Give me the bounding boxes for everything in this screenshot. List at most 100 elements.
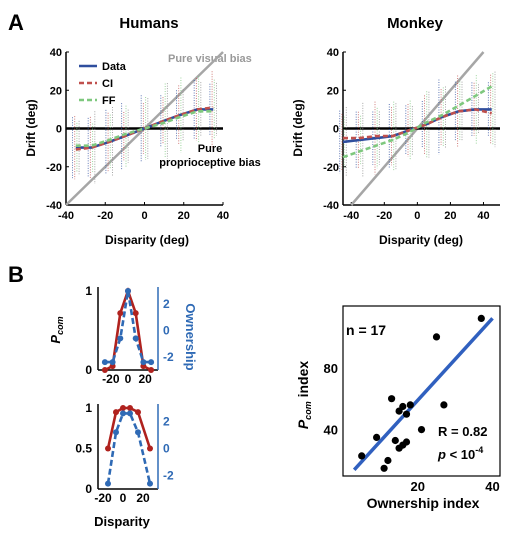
scatter-point (391, 436, 399, 445)
pcomtop-x-tick-label: 20 (138, 372, 152, 386)
monkey-series-ci (343, 108, 492, 140)
pcomtop-point (132, 335, 139, 342)
legend-data: Data (102, 61, 127, 73)
panel-label-b: B (8, 262, 24, 287)
pcom-top-chart: Pcom Ownership 01-202-20 0 20 (48, 284, 198, 386)
humans-xtick-label: -40 (58, 210, 74, 222)
scatter-point (358, 452, 366, 460)
monkey-ytick-label: 40 (327, 47, 339, 59)
ownership-ylabel: Ownership (183, 303, 198, 370)
regression-line (352, 317, 494, 471)
pcomtop-point (148, 359, 155, 366)
humans-ytick-label: 0 (56, 124, 62, 136)
pcomtop-right-tick-label: 0 (163, 324, 170, 338)
pcomtop-point (140, 359, 147, 366)
scatter-xtick-label: 40 (485, 479, 499, 494)
monkey-series-ff (342, 85, 493, 159)
humans-ylabel: Drift (deg) (24, 99, 38, 156)
pcombot-right-tick-label: 2 (163, 415, 170, 429)
pcombot-x-tick-label: 20 (136, 491, 150, 505)
scatter-point (440, 401, 448, 409)
monkey-chart: Monkey Drift (deg) Disparity (deg) -40 -2… (291, 15, 500, 247)
monkey-ytick-label: -40 (323, 200, 339, 212)
monkey-ytick-label: -20 (323, 162, 339, 174)
monkey-ylabel: Drift (deg) (291, 99, 305, 156)
monkey-xtick-label: 40 (477, 210, 489, 222)
pcombot-left-tick-label: 1 (85, 401, 92, 415)
scatter-ytick-label: 80 (324, 361, 338, 376)
scatter-ylabel: Pcom index (295, 361, 313, 430)
pcomtop-point (101, 367, 108, 373)
scatter-point (432, 333, 441, 341)
pcombot-x-tick-label: 0 (120, 491, 127, 505)
pcomtop-point (101, 359, 108, 366)
pcombot-point (120, 410, 126, 417)
pcomtop-point (125, 288, 131, 294)
pcombot-point (113, 409, 119, 416)
pcomtop-point (148, 367, 155, 373)
scatter-r-label: R = 0.82 (438, 424, 488, 439)
scatter-point (384, 456, 392, 465)
humans-ytick-label: 40 (50, 47, 62, 59)
humans-title: Humans (119, 15, 178, 32)
pcombot-series-pcom (106, 406, 152, 449)
pcomtop-x-tick-label: 0 (125, 372, 132, 386)
scatter-point (399, 402, 407, 411)
monkey-series-data (342, 108, 492, 144)
pcomtop-point (109, 359, 116, 366)
scatter-point (402, 410, 411, 418)
scatter-point (417, 426, 426, 434)
pcomtop-point (117, 310, 124, 317)
monkey-xtick-label: 0 (414, 210, 420, 222)
humans-xtick-label: -20 (97, 210, 113, 222)
pcombot-right-tick-label: 0 (163, 442, 170, 456)
humans-proprio-label-1: Pure (198, 143, 222, 155)
scatter-point (373, 433, 381, 441)
humans-ytick-label: 20 (50, 85, 62, 97)
scatter-point (402, 438, 411, 446)
pcombot-point (135, 429, 141, 436)
scatter-ytick-label: 40 (324, 423, 338, 438)
pcomtop-series-ownership (104, 290, 152, 364)
scatter-p-label: p < 10-4 (437, 445, 483, 462)
humans-xlabel: Disparity (deg) (105, 233, 189, 247)
legend-ci: CI (102, 78, 113, 90)
pcombot-point (147, 445, 153, 452)
scatter-point (388, 395, 396, 403)
pcombot-point (105, 480, 111, 487)
humans-chart: Humans Drift (deg) Disparity (deg) Pure … (24, 15, 261, 247)
humans-xtick-label: 40 (217, 210, 229, 222)
scatter-frame (342, 305, 501, 477)
scatter-xlabel: Ownership index (367, 495, 480, 511)
pcomtop-point (132, 310, 139, 317)
humans-visual-bias-label: Pure visual bias (168, 53, 252, 65)
pcomtop-series-pcom (104, 287, 152, 372)
pcomtop-point (117, 335, 124, 342)
scatter-xtick-label: 20 (411, 479, 425, 494)
pcombot-point (120, 405, 126, 411)
scatter-point (406, 401, 414, 409)
pcombot-x-tick-label: -20 (94, 491, 112, 505)
pcomtop-left-tick-label: 1 (85, 284, 92, 298)
scatter-n-label: n = 17 (346, 322, 386, 338)
pcombot-left-tick-label: 0.5 (75, 442, 92, 456)
monkey-ytick-label: 0 (333, 124, 339, 136)
monkey-title: Monkey (387, 15, 444, 32)
pcombot-point (147, 480, 153, 487)
pcombot-point (113, 429, 119, 436)
scatter-point (380, 464, 388, 472)
monkey-xtick-label: -40 (343, 210, 359, 222)
humans-series-ci (75, 106, 214, 151)
pcombot-series-ownership (106, 412, 152, 484)
humans-series-ff (75, 110, 214, 147)
monkey-ytick-label: 20 (327, 85, 339, 97)
pcombot-right-tick-label: -2 (163, 469, 174, 483)
pcombot-point (105, 445, 111, 452)
monkey-xlabel: Disparity (deg) (379, 233, 463, 247)
panel-label-a: A (8, 10, 24, 35)
humans-proprio-label-2: proprioceptive bias (159, 157, 260, 169)
pcomtop-right-tick-label: -2 (163, 350, 174, 364)
monkey-xtick-label: 20 (444, 210, 456, 222)
pcombot-left-tick-label: 0 (85, 482, 92, 496)
